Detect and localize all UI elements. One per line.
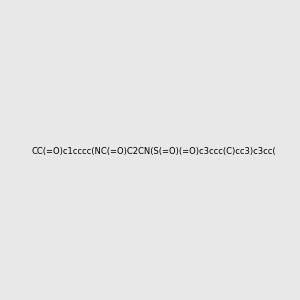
Text: CC(=O)c1cccc(NC(=O)C2CN(S(=O)(=O)c3ccc(C)cc3)c3cc(: CC(=O)c1cccc(NC(=O)C2CN(S(=O)(=O)c3ccc(C…: [32, 147, 276, 156]
